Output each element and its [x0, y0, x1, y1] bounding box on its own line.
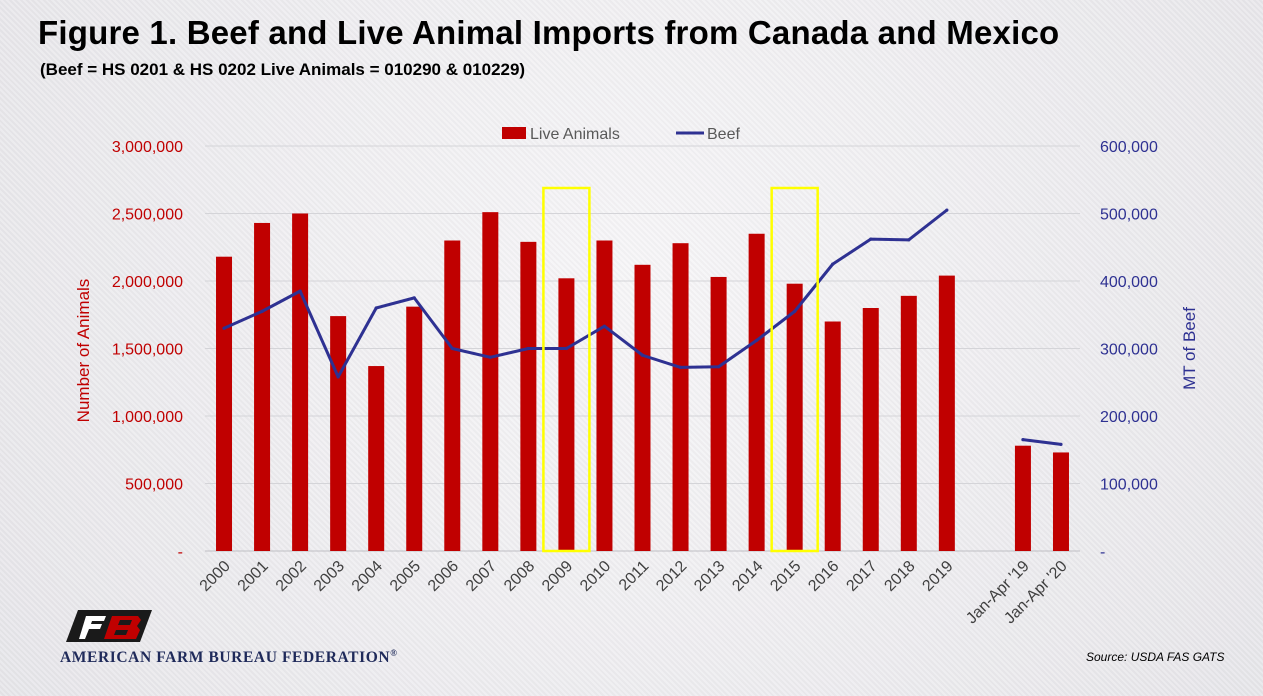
beef-point	[1059, 442, 1063, 446]
y-tick-label: -	[178, 544, 183, 561]
bar-Jan-Apr '20	[1052, 452, 1069, 551]
y-tick-label: 1,000,000	[112, 409, 183, 426]
x-tick-label: 2002	[273, 558, 310, 595]
bar-Jan-Apr '19	[1014, 445, 1031, 551]
beef-point	[755, 338, 759, 342]
bar-2016	[824, 321, 841, 551]
x-tick-label: 2011	[616, 558, 652, 594]
bar-2017	[862, 308, 879, 551]
chart-subtitle: (Beef = HS 0201 & HS 0202 Live Animals =…	[40, 60, 526, 79]
y2-tick-label: 200,000	[1100, 409, 1158, 426]
legend-label-live-animals: Live Animals	[530, 126, 620, 143]
chart-title: Figure 1. Beef and Live Animal Imports f…	[38, 14, 1060, 51]
highlight-box-2009	[542, 186, 591, 553]
beef-point	[488, 355, 492, 359]
beef-point	[298, 289, 302, 293]
bar-2012	[672, 243, 689, 551]
x-tick-label: 2003	[311, 558, 348, 595]
afbf-logo: AMERICAN FARM BUREAU FEDERATION®	[60, 606, 460, 676]
y-axis-title: Number of Animals	[74, 279, 93, 423]
beef-point	[564, 346, 569, 351]
bar-2004	[368, 366, 385, 551]
x-tick-label: 2005	[387, 558, 424, 595]
bar-2005	[406, 306, 423, 551]
beef-point	[260, 309, 264, 313]
logo-text: AMERICAN FARM BUREAU FEDERATION®	[60, 648, 398, 667]
y2-tick-label: 400,000	[1100, 274, 1158, 291]
highlight-box-2015	[770, 186, 819, 553]
x-tick-label: 2012	[653, 558, 690, 595]
x-tick-label: 2015	[767, 558, 804, 595]
legend-label-beef: Beef	[707, 126, 740, 143]
beef-point	[716, 365, 721, 369]
bar-2007	[482, 212, 499, 551]
beef-point	[640, 353, 645, 357]
bar-2014	[748, 233, 765, 551]
y2-tick-label: 300,000	[1100, 342, 1158, 359]
beef-point	[450, 346, 454, 351]
x-tick-label: 2009	[539, 558, 576, 595]
x-tick-label: 2014	[729, 558, 766, 595]
bar-2001	[254, 222, 271, 551]
y2-tick-label: -	[1100, 544, 1105, 561]
bar-2011	[634, 264, 651, 551]
x-tick-label: 2007	[463, 558, 500, 595]
bar-2008	[520, 241, 537, 551]
beef-point	[945, 208, 949, 212]
bar-2010	[596, 240, 613, 551]
bar-2013	[710, 276, 727, 551]
x-tick-label: 2000	[197, 558, 234, 595]
beef-line	[223, 208, 948, 379]
beef-point	[1021, 438, 1025, 442]
bar-2002	[292, 213, 309, 551]
bar-2015	[786, 283, 803, 551]
beef-point	[412, 296, 416, 300]
beef-point	[907, 238, 911, 242]
x-tick-label: 2017	[843, 558, 880, 595]
x-tick-label: 2008	[501, 558, 538, 595]
beef-point	[869, 237, 873, 241]
bar-2000	[216, 256, 233, 551]
x-tick-label: 2013	[691, 558, 728, 595]
y2-axis-title: MT of Beef	[1180, 307, 1199, 390]
source-note: Source: USDA FAS GATS	[1086, 650, 1225, 664]
y-tick-label: 3,000,000	[112, 139, 183, 156]
beef-point	[526, 346, 530, 351]
bar-2003	[330, 316, 347, 551]
beef-point	[831, 262, 835, 266]
y-tick-label: 2,000,000	[112, 274, 183, 291]
beef-point	[374, 306, 378, 310]
x-tick-label: 2018	[881, 558, 918, 595]
x-tick-label: 2004	[349, 558, 386, 595]
bar-2018	[900, 295, 917, 551]
y-tick-label: 500,000	[125, 477, 183, 494]
y2-tick-label: 100,000	[1100, 477, 1158, 494]
y2-tick-label: 600,000	[1100, 139, 1158, 156]
bar-2006	[444, 240, 461, 551]
beef-point	[336, 375, 340, 379]
y-tick-label: 1,500,000	[112, 342, 183, 359]
beef-point	[602, 324, 607, 328]
x-tick-label: 2001	[235, 558, 272, 595]
beef-point	[793, 309, 797, 313]
beef-line	[1022, 438, 1062, 446]
bar-2009	[558, 278, 575, 551]
beef-point	[678, 365, 683, 369]
x-tick-label: 2006	[425, 558, 462, 595]
x-tick-label: 2010	[577, 558, 614, 595]
x-tick-label: 2016	[805, 558, 842, 595]
y2-tick-label: 500,000	[1100, 207, 1158, 224]
y-tick-label: 2,500,000	[112, 207, 183, 224]
legend-swatch-live-animals	[502, 127, 526, 139]
bar-2019	[938, 275, 955, 551]
fb-logo-icon	[66, 610, 152, 642]
beef-point	[222, 326, 226, 330]
x-tick-label: 2019	[919, 558, 956, 595]
